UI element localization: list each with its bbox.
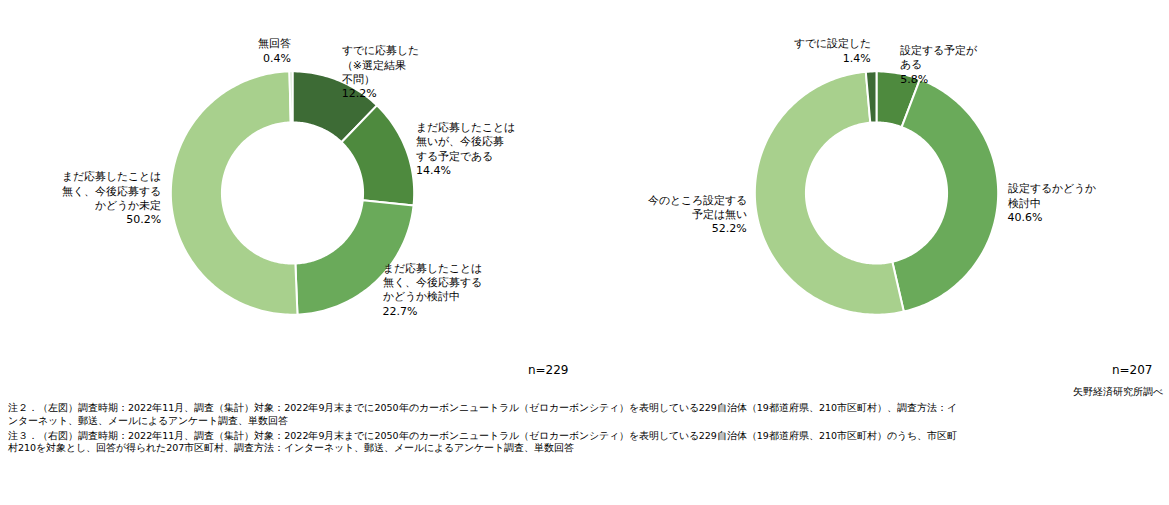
html-text:矢野経済研究所調べ: 矢野経済研究所調べ	[1073, 386, 1163, 397]
svg-text:まだ応募したことは無いが、今後応募する予定である14.4%: まだ応募したことは無いが、今後応募する予定である14.4%	[416, 121, 515, 177]
svg-text:無回答0.4%: 無回答0.4%	[258, 37, 291, 64]
html-text:注３．（右図）調査時期：2022年11月、調査（集計）対象：: 注３．（右図）調査時期：2022年11月、調査（集計）対象：2022年9月末まで…	[8, 429, 957, 454]
svg-text:n=229: n=229	[528, 363, 569, 377]
svg-text:設定する予定がある5.8%: 設定する予定がある5.8%	[900, 44, 978, 86]
svg-text:まだ応募したことは無く、今後応募するかどうか検討中22.7%: まだ応募したことは無く、今後応募するかどうか検討中22.7%	[383, 262, 482, 318]
svg-text:設定するかどうか検討中40.6%: 設定するかどうか検討中40.6%	[1008, 182, 1096, 224]
svg-text:まだ応募したことは無く、今後応募するかどうか未定50.2%: まだ応募したことは無く、今後応募するかどうか未定50.2%	[62, 170, 161, 226]
svg-text:n=207: n=207	[1112, 363, 1153, 377]
svg-text:すでに応募した（※選定結果不問）12.2%: すでに応募した（※選定結果不問）12.2%	[342, 44, 419, 100]
svg-text:すでに設定した1.4%: すでに設定した1.4%	[794, 37, 871, 64]
html-text:注２．（左図）調査時期：2022年11月、調査（集計）対象：: 注２．（左図）調査時期：2022年11月、調査（集計）対象：2022年9月末まで…	[8, 402, 957, 426]
svg-text:今のところ設定する予定は無い52.2%: 今のところ設定する予定は無い52.2%	[648, 194, 747, 236]
